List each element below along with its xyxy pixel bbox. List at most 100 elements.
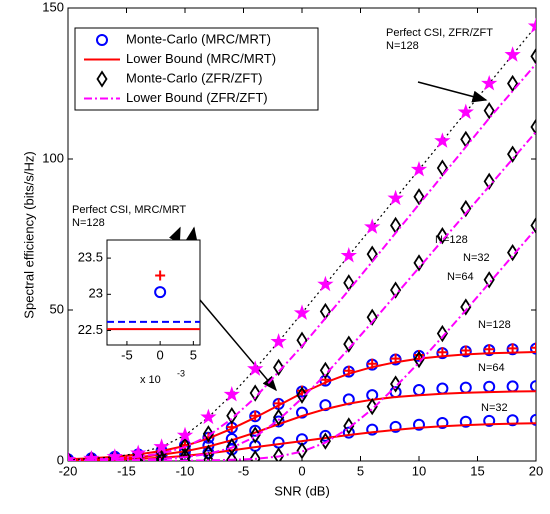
marker-star <box>457 103 474 120</box>
legend-label: Lower Bound (ZFR/ZFT) <box>126 90 268 105</box>
marker-circle <box>483 380 496 393</box>
marker-diamond <box>343 417 355 435</box>
marker-diamond <box>460 298 472 316</box>
marker-star <box>410 161 428 177</box>
marker-star <box>68 451 77 461</box>
marker-star <box>270 333 287 349</box>
inset-x-tick-label: 0 <box>157 347 164 362</box>
marker-circle <box>436 382 449 395</box>
series-line <box>68 131 536 461</box>
inset-exponent: -3 <box>177 368 185 378</box>
marker-diamond <box>507 145 519 163</box>
marker-star <box>200 408 217 425</box>
marker-diamond <box>390 216 402 235</box>
marker-star <box>223 386 240 402</box>
y-tick-label: 50 <box>50 301 64 316</box>
annotation: Perfect CSI, MRC/MRT <box>72 204 186 216</box>
marker-circle <box>319 429 332 442</box>
marker-circle <box>272 436 285 449</box>
marker-circle <box>436 416 449 429</box>
arrow <box>199 299 277 392</box>
marker-star <box>340 247 357 263</box>
marker-diamond <box>460 130 472 149</box>
annotation: N=128 <box>386 40 419 52</box>
marker-star <box>130 444 147 461</box>
marker-diamond <box>436 324 448 343</box>
marker-star <box>317 275 334 292</box>
marker-diamond <box>96 70 108 88</box>
x-tick-label: 20 <box>529 463 543 478</box>
marker-star <box>83 450 100 461</box>
marker-diamond <box>249 426 261 444</box>
marker-star <box>504 46 521 62</box>
annotation: N=128 <box>72 217 105 229</box>
legend-label: Monte-Carlo (MRC/MRT) <box>126 31 271 46</box>
annotation: Perfect CSI, ZFR/ZFT <box>386 27 493 39</box>
marker-plus <box>437 347 448 358</box>
marker-diamond <box>483 172 495 191</box>
marker-diamond <box>507 243 519 262</box>
inset-frame <box>106 239 201 346</box>
marker-circle <box>459 381 472 394</box>
marker-plus <box>367 358 378 369</box>
marker-diamond <box>366 397 378 416</box>
marker-diamond <box>273 408 285 426</box>
marker-diamond <box>319 432 331 450</box>
marker-plus <box>507 343 518 354</box>
x-tick-label: 0 <box>298 463 305 478</box>
marker-plus <box>343 365 354 376</box>
marker-diamond <box>273 358 285 377</box>
marker-diamond <box>226 407 238 425</box>
legend-label: Monte-Carlo (ZFR/ZFT) <box>126 70 263 85</box>
marker-diamond <box>179 452 191 461</box>
legend-box <box>74 27 319 111</box>
inset-exponent-base: x 10 <box>140 374 161 386</box>
marker-circle <box>366 423 379 436</box>
marker-plus <box>484 344 495 355</box>
marker-star <box>247 360 264 376</box>
marker-diamond <box>413 188 425 206</box>
series-line <box>68 422 536 461</box>
series-line <box>68 390 536 461</box>
marker-diamond <box>390 375 402 393</box>
marker-circle <box>459 415 472 428</box>
marker-star <box>387 189 404 206</box>
marker-diamond <box>226 451 238 461</box>
marker-diamond <box>413 350 425 369</box>
marker-star <box>364 218 381 234</box>
marker-plus <box>460 345 471 356</box>
arrow <box>417 81 488 103</box>
x-tick-label: 15 <box>470 463 484 478</box>
annotation: N=128 <box>478 319 511 331</box>
marker-diamond <box>249 449 261 461</box>
marker-diamond <box>343 335 355 353</box>
inset-x-tick-label: -5 <box>121 347 133 362</box>
marker-plus <box>531 342 536 353</box>
marker-star <box>153 438 170 454</box>
marker-diamond <box>249 384 261 402</box>
marker-circle <box>389 420 402 433</box>
marker-diamond <box>296 386 308 404</box>
inset-y-tick-label: 23 <box>89 286 103 301</box>
x-tick-label: -15 <box>117 463 136 478</box>
inset-y-tick-label: 23.5 <box>78 250 103 265</box>
marker-plus <box>273 398 284 409</box>
marker-star <box>106 448 123 461</box>
plot-area <box>68 17 536 461</box>
legend-label: Lower Bound (MRC/MRT) <box>126 51 276 66</box>
annotation: N=32 <box>481 402 508 414</box>
y-tick-label: 0 <box>57 452 64 467</box>
annotation: N=64 <box>478 362 505 374</box>
marker-circle <box>413 384 425 397</box>
marker-circle <box>342 426 355 439</box>
marker-circle <box>296 406 308 419</box>
marker-plus <box>390 353 401 364</box>
marker-star <box>176 426 194 443</box>
marker-circle <box>506 414 519 427</box>
inset-x-tick-label: 5 <box>190 347 197 362</box>
series-line <box>68 63 536 461</box>
marker-star <box>481 74 498 91</box>
marker-diamond <box>483 271 495 289</box>
marker-circle <box>413 418 425 431</box>
